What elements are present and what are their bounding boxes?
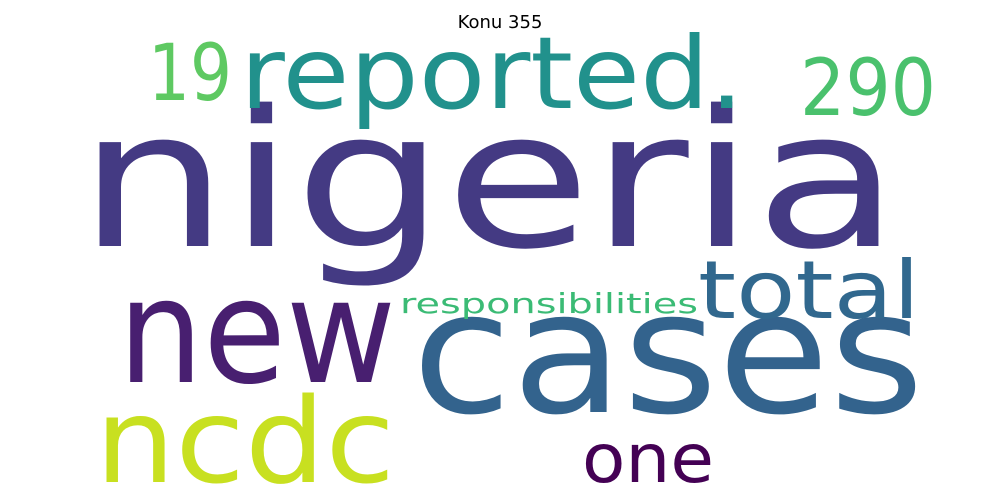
figure-title: Konu 355 [457, 12, 543, 33]
word-responsibilities: responsibilities [400, 287, 698, 320]
word-290: 290 [800, 44, 936, 134]
word-ncdc: ncdc [95, 372, 395, 500]
word-reported: reported. [240, 15, 744, 132]
word-nigeria: nigeria [78, 70, 900, 291]
word-new: new [118, 248, 396, 417]
word-cases: cases [412, 255, 924, 453]
word-19: 19 [148, 29, 232, 119]
word-one: one [582, 420, 714, 499]
word-total: total [698, 244, 920, 337]
